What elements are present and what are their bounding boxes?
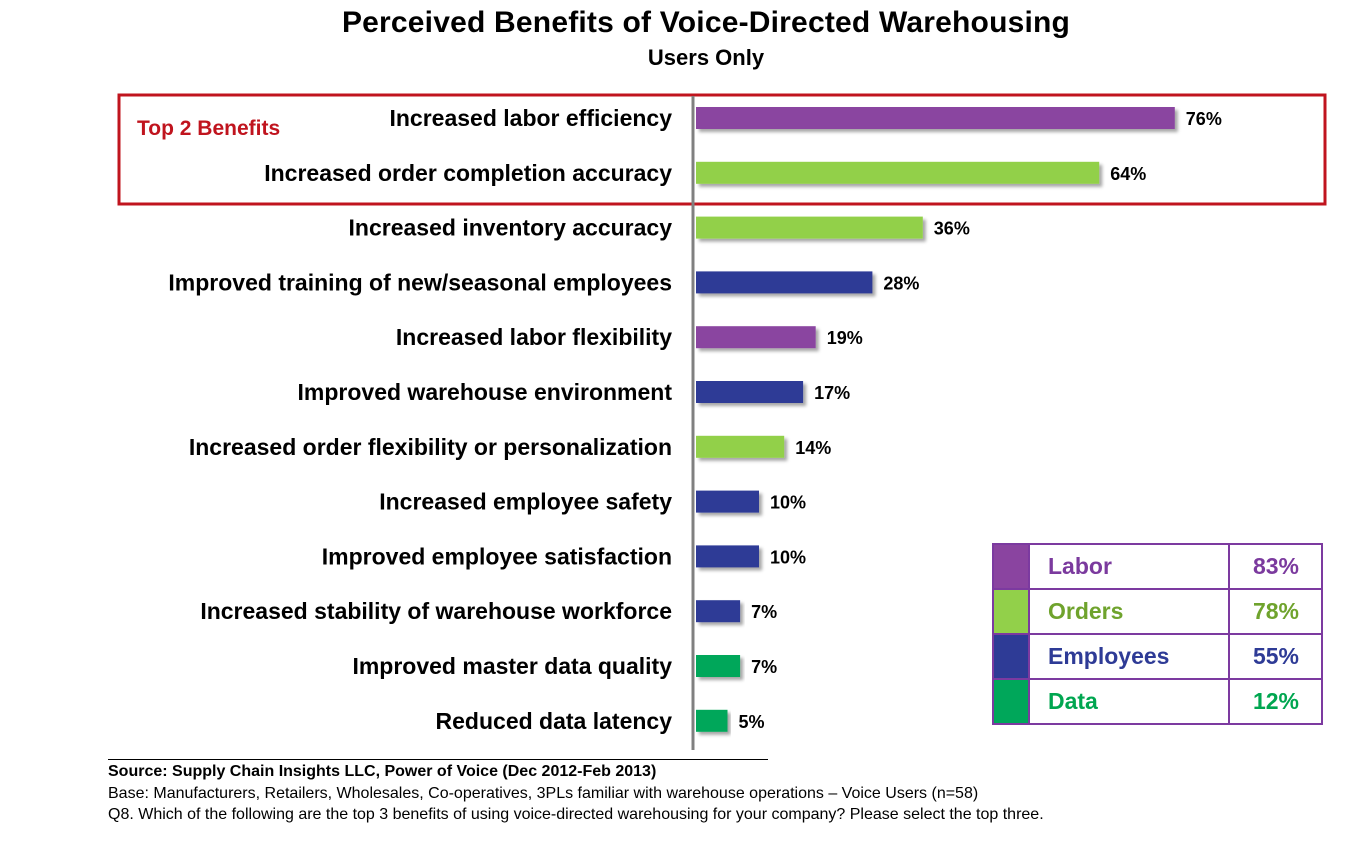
category-label-increased-inventory-accuracy: Increased inventory accuracy (349, 215, 673, 241)
bar-improved-employee-satisfaction (696, 545, 759, 568)
value-label-improved-employee-satisfaction: 10% (770, 547, 806, 567)
chart-title: Perceived Benefits of Voice-Directed War… (341, 6, 1071, 39)
value-label-increased-labor-efficiency: 76% (1186, 109, 1222, 129)
value-label-improved-master-data-quality: 7% (751, 657, 777, 677)
value-label-increased-order-completion-accuracy: 64% (1110, 164, 1146, 184)
bar-increased-inventory-accuracy (696, 216, 923, 239)
value-label-reduced-data-latency: 5% (739, 712, 765, 732)
category-label-improved-training-of-new-seasonal-employees: Improved training of new/seasonal employ… (168, 269, 672, 295)
bars-group: Increased labor efficiency 76% Increased o… (168, 105, 1221, 734)
bar-chart: Top 2 Benefits Increased labor efficienc… (117, 93, 1327, 750)
category-label-increased-order-flexibility-or-personalization: Increased order flexibility or personali… (189, 434, 672, 460)
bar-improved-master-data-quality (696, 655, 741, 677)
legend-name-employees: Employees (1028, 633, 1230, 680)
bar-improved-warehouse-environment (696, 381, 804, 403)
chart-subtitle: Users Only (647, 45, 765, 70)
bar-increased-employee-safety (696, 490, 759, 513)
value-label-improved-warehouse-environment: 17% (814, 383, 850, 403)
legend-value-labor: 83% (1228, 543, 1323, 590)
legend-value-data: 12% (1228, 678, 1323, 725)
legend-row-data: Data 12% (992, 678, 1323, 725)
bar-increased-order-flexibility-or-personalization (696, 435, 785, 458)
legend-row-labor: Labor 83% (992, 543, 1323, 590)
legend-row-orders: Orders 78% (992, 588, 1323, 635)
category-label-increased-employee-safety: Increased employee safety (379, 489, 672, 515)
legend-value-orders: 78% (1228, 588, 1323, 635)
legend-name-labor: Labor (1028, 543, 1230, 590)
top2-callout-label: Top 2 Benefits (137, 117, 280, 140)
value-label-increased-order-flexibility-or-personalization: 14% (795, 438, 831, 458)
category-label-improved-employee-satisfaction: Improved employee satisfaction (322, 543, 672, 569)
value-label-increased-stability-of-warehouse-workforce: 7% (751, 602, 777, 622)
legend-row-employees: Employees 55% (992, 633, 1323, 680)
legend-value-employees: 55% (1228, 633, 1323, 680)
bar-improved-training-of-new-seasonal-employees (696, 271, 873, 294)
bar-increased-labor-efficiency (696, 107, 1175, 129)
bar-increased-stability-of-warehouse-workforce (696, 600, 741, 623)
legend-swatch-employees (992, 633, 1030, 680)
category-label-increased-order-completion-accuracy: Increased order completion accuracy (264, 160, 672, 186)
base-note: Base: Manufacturers, Retailers, Wholesal… (108, 785, 979, 802)
value-label-increased-labor-flexibility: 19% (827, 328, 863, 348)
legend-swatch-labor (992, 543, 1030, 590)
legend-name-orders: Orders (1028, 588, 1230, 635)
value-label-increased-inventory-accuracy: 36% (934, 219, 970, 239)
category-label-increased-stability-of-warehouse-workforce: Increased stability of warehouse workfor… (200, 598, 672, 624)
legend-swatch-data (992, 678, 1030, 725)
category-label-improved-master-data-quality: Improved master data quality (352, 653, 672, 679)
category-label-improved-warehouse-environment: Improved warehouse environment (298, 379, 673, 405)
category-label-reduced-data-latency: Reduced data latency (436, 708, 673, 734)
bar-increased-order-completion-accuracy (696, 161, 1100, 184)
value-label-increased-employee-safety: 10% (770, 493, 806, 513)
footer-rule (108, 759, 768, 760)
question-note: Q8. Which of the following are the top 3… (108, 806, 1044, 823)
category-label-increased-labor-efficiency: Increased labor efficiency (389, 105, 672, 131)
legend-swatch-orders (992, 588, 1030, 635)
category-legend: Labor 83% Orders 78% Employees 55% Data 12% (992, 543, 1323, 725)
source-note: Source: Supply Chain Insights LLC, Power… (108, 763, 657, 780)
top2-callout-box (117, 93, 1327, 206)
category-label-increased-labor-flexibility: Increased labor flexibility (396, 324, 672, 350)
legend-name-data: Data (1028, 678, 1230, 725)
bar-increased-labor-flexibility (696, 326, 816, 349)
bar-reduced-data-latency (696, 709, 728, 732)
value-label-improved-training-of-new-seasonal-employees: 28% (883, 273, 919, 293)
